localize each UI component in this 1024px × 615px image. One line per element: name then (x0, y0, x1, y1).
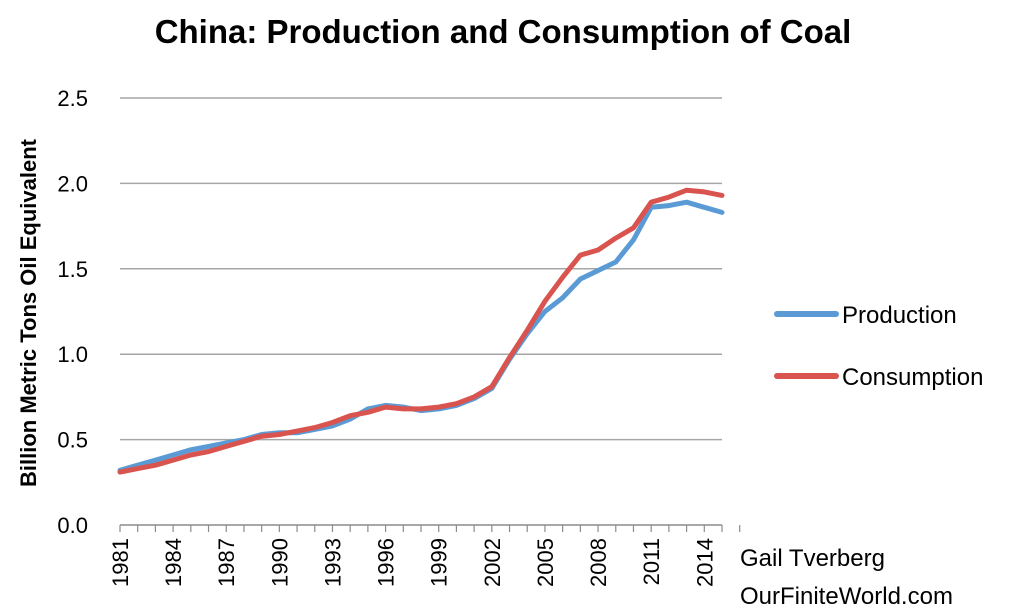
x-tick-label: 2014 (692, 538, 717, 587)
gridlines (120, 97, 722, 441)
y-axis-label: Billion Metric Tons Oil Equivalent (16, 138, 41, 487)
x-tick-label: 1990 (267, 538, 292, 587)
x-tick-label: 2005 (533, 538, 558, 587)
credit-website: OurFiniteWorld.com (740, 583, 953, 610)
y-axis-ticks: 0.0 0.5 1.0 1.5 2.0 2.5 (57, 86, 88, 538)
x-tick-label: 1987 (214, 538, 239, 587)
x-tick-label: 1996 (374, 538, 399, 587)
x-tick-label: 1993 (320, 538, 345, 587)
legend-label-production: Production (842, 302, 957, 329)
x-tick-label: 2002 (480, 538, 505, 587)
x-axis: 1981 1984 1987 1990 1993 1996 1999 2002 2005 2008… (108, 524, 741, 587)
y-tick-label: 1.0 (57, 342, 88, 367)
x-tick-label: 1984 (161, 538, 186, 587)
x-tick-label: 2011 (639, 538, 664, 585)
legend-label-consumption: Consumption (842, 364, 983, 391)
legend: Production Consumption (774, 302, 983, 391)
chart-title: China: Production and Consumption of Coa… (155, 13, 852, 50)
x-tick-label: 1981 (108, 538, 133, 587)
y-tick-label: 2.0 (57, 171, 88, 196)
series-lines (117, 187, 725, 475)
y-tick-label: 1.5 (57, 257, 88, 282)
x-tick-label: 2008 (586, 538, 611, 587)
y-tick-label: 0.0 (57, 513, 88, 538)
credit-author: Gail Tverberg (740, 545, 885, 572)
y-tick-label: 0.5 (57, 428, 88, 453)
series-line-production (117, 199, 725, 473)
series-line-consumption (117, 187, 725, 475)
x-tick-label: 1999 (427, 538, 452, 587)
y-tick-label: 2.5 (57, 86, 88, 111)
